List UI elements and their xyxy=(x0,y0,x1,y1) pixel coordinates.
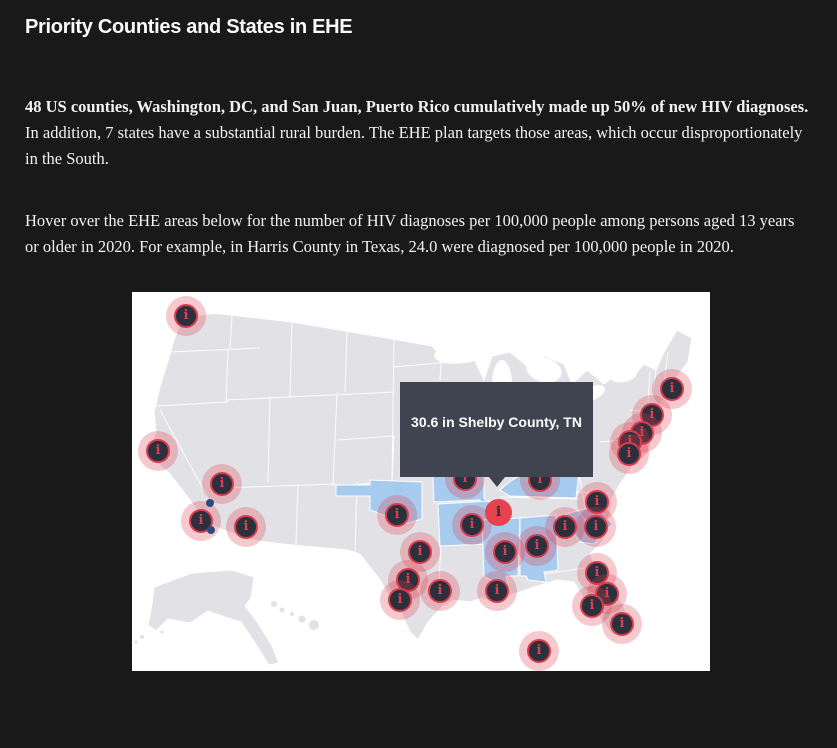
aleutian-islands xyxy=(134,630,164,644)
info-icon: i xyxy=(485,499,512,526)
info-icon: i xyxy=(428,579,452,603)
hover-instruction-paragraph: Hover over the EHE areas below for the n… xyxy=(25,211,795,256)
intro-lead-bold: 48 US counties, Washington, DC, and San … xyxy=(25,97,809,116)
info-icon: i xyxy=(580,594,604,618)
map-dot-2 xyxy=(207,526,215,534)
info-icon: i xyxy=(585,490,609,514)
info-icon: i xyxy=(584,515,608,539)
page-title: Priority Counties and States in EHE xyxy=(25,16,353,38)
info-icon: i xyxy=(617,442,641,466)
article: Priority Counties and States in EHE 48 U… xyxy=(25,16,812,671)
info-icon: i xyxy=(408,540,432,564)
info-icon: i xyxy=(388,588,412,612)
info-icon: i xyxy=(525,534,549,558)
info-icon: i xyxy=(210,472,234,496)
intro-lead-rest: In addition, 7 states have a substantial… xyxy=(25,123,803,168)
tooltip-text: 30.6 in Shelby County, TN xyxy=(411,414,582,430)
tooltip-arrow xyxy=(489,477,505,487)
alaska xyxy=(147,569,280,666)
intro-paragraph: 48 US counties, Washington, DC, and San … xyxy=(25,94,812,172)
info-icon: i xyxy=(485,579,509,603)
info-icon: i xyxy=(146,439,170,463)
info-icon: i xyxy=(660,377,684,401)
info-icon: i xyxy=(460,513,484,537)
map-tooltip: 30.6 in Shelby County, TN xyxy=(400,382,593,487)
info-icon: i xyxy=(585,561,609,585)
info-icon: i xyxy=(493,540,517,564)
info-icon: i xyxy=(234,515,258,539)
info-icon: i xyxy=(174,304,198,328)
info-icon: i xyxy=(610,612,634,636)
info-icon: i xyxy=(553,515,577,539)
map-dot-1 xyxy=(206,499,214,507)
info-icon: i xyxy=(527,639,551,663)
hawaii xyxy=(271,601,319,630)
info-icon: i xyxy=(385,503,409,527)
